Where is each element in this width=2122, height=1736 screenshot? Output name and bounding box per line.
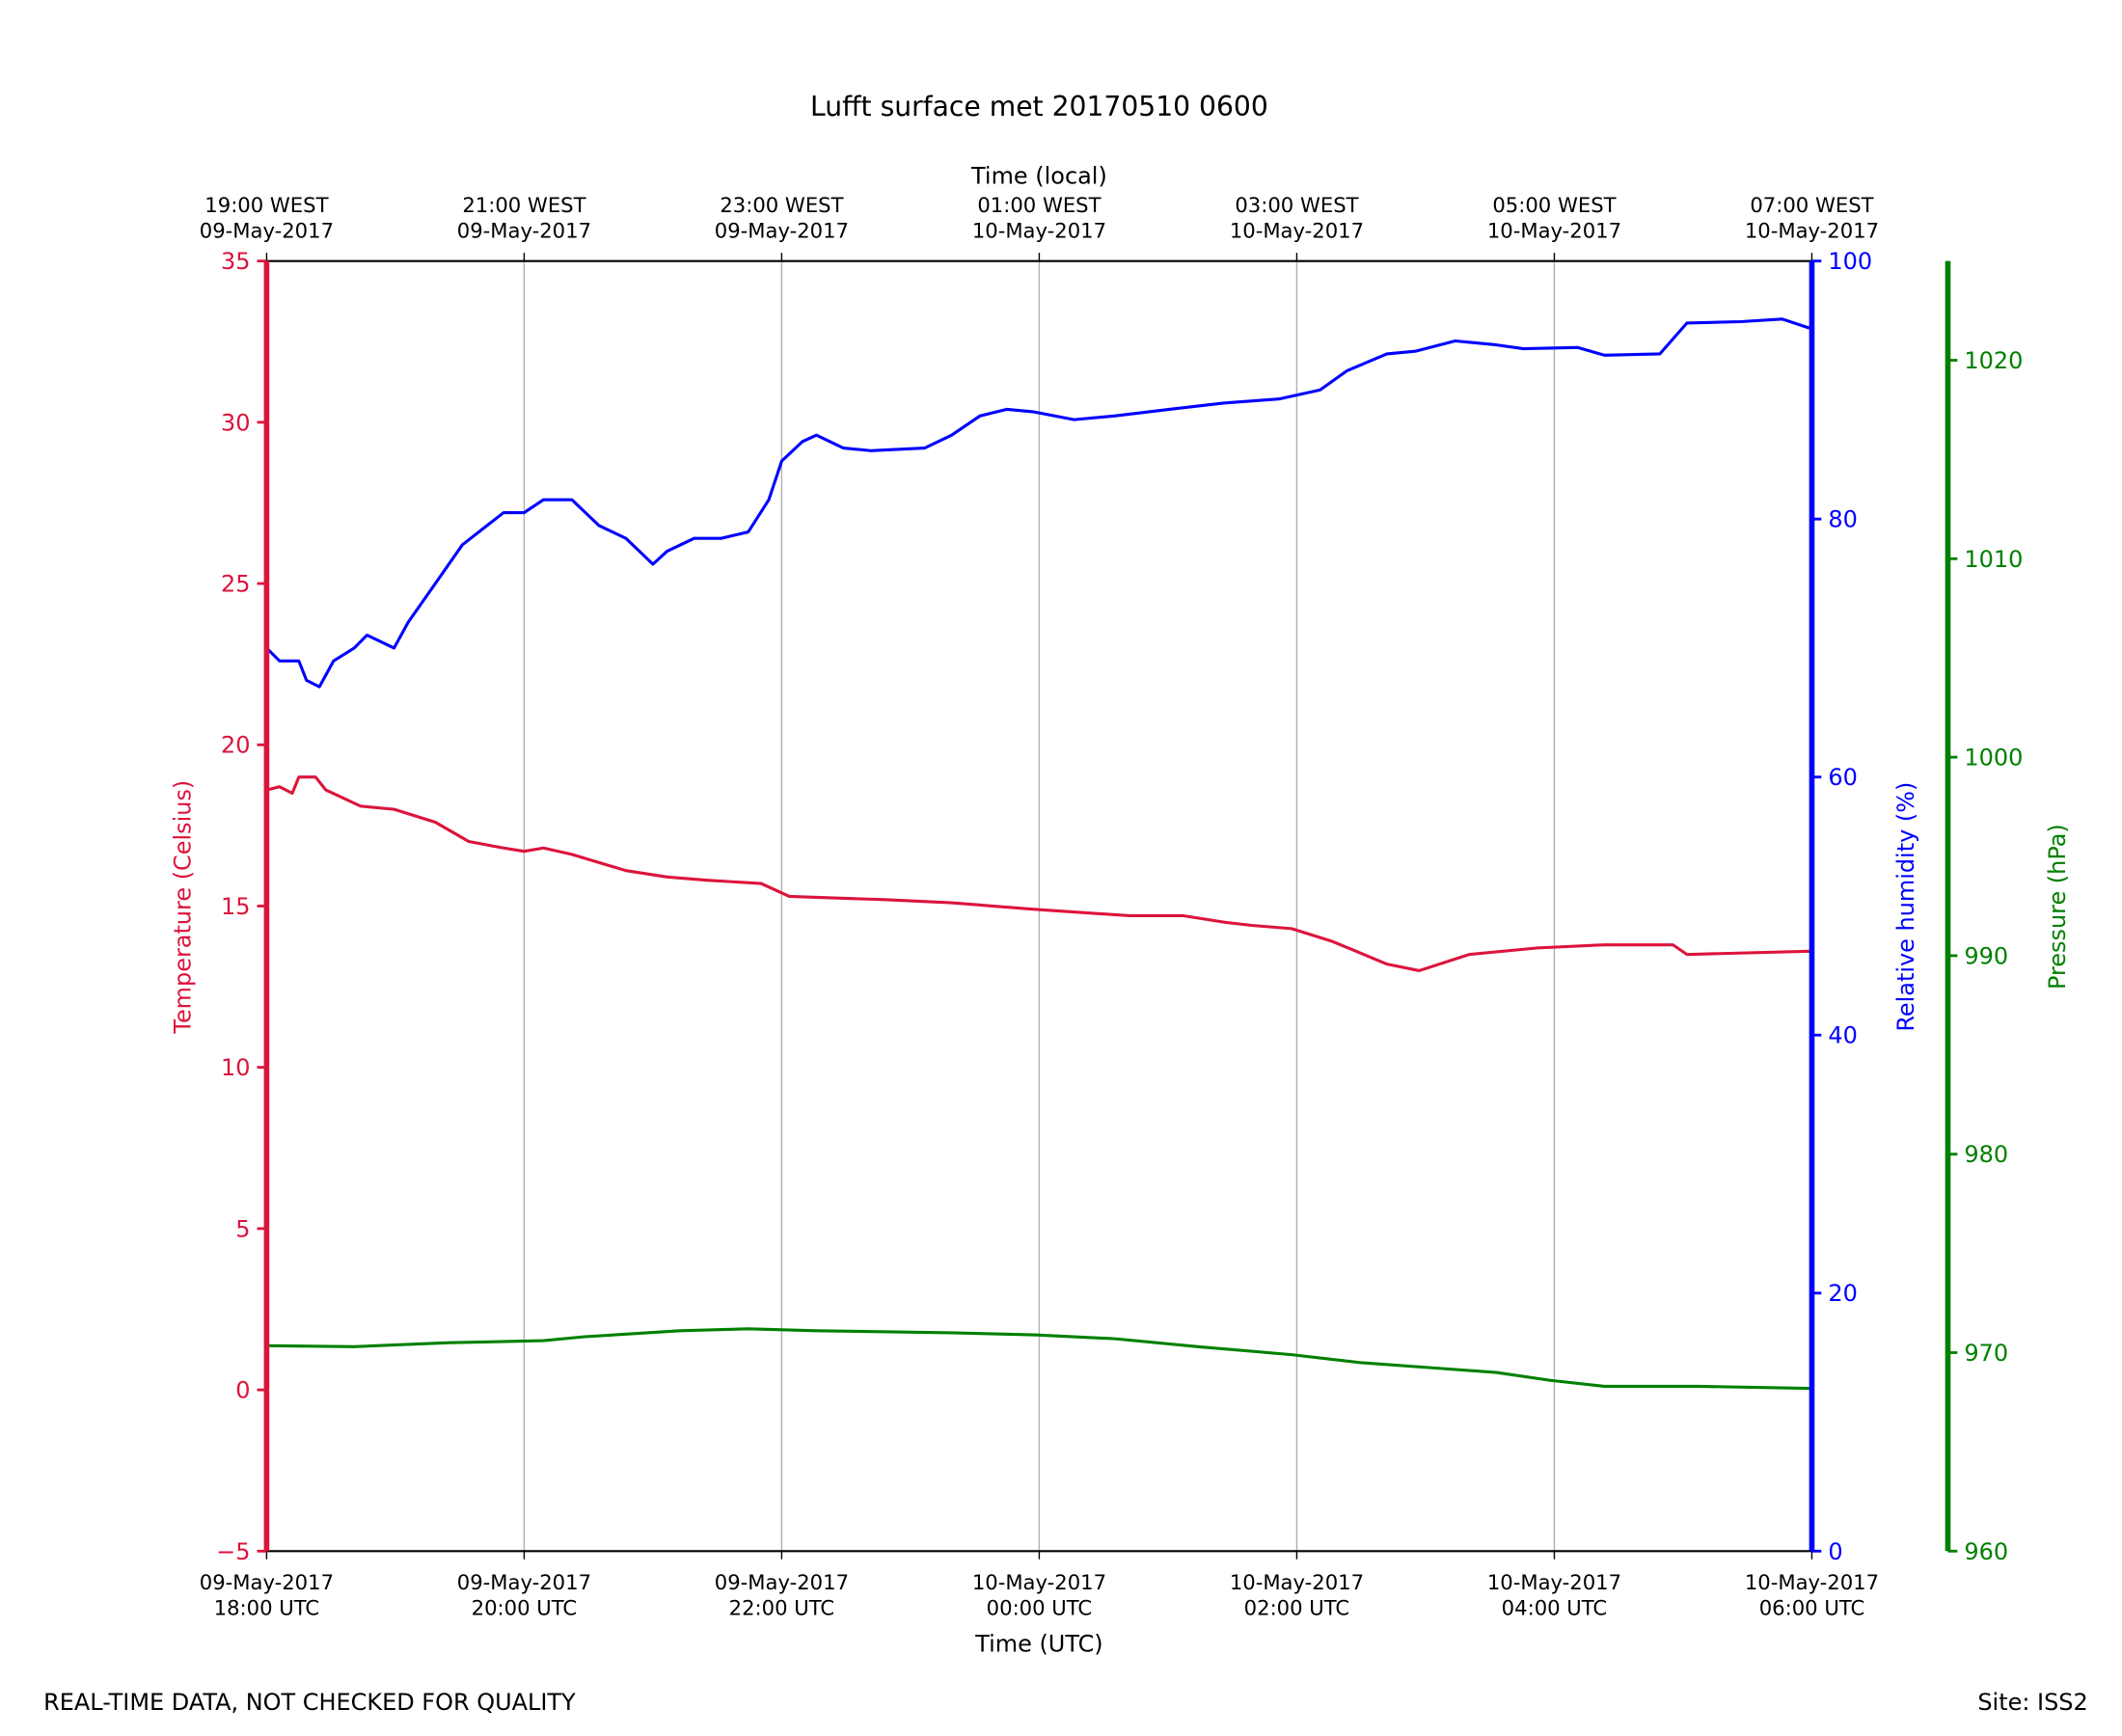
x-tick-label-bottom-date: 10-May-2017 [1230,1570,1364,1594]
x-tick-label-bottom-time: 22:00 UTC [729,1596,835,1620]
pressure-axis-tick-label: 1020 [1964,347,2023,374]
series-pressure [266,1327,1809,1391]
x-tick-label-bottom-time: 18:00 UTC [214,1596,320,1620]
pressure-axis-tick-label: 970 [1964,1340,2008,1367]
temperature-axis-tick-label: 20 [221,732,250,759]
x-tick-label-top-time: 23:00 WEST [720,193,843,217]
temperature-axis-tick-label: 35 [221,248,250,275]
x-tick-label-top-time: 01:00 WEST [977,193,1101,217]
x-tick-label-bottom-time: 04:00 UTC [1502,1596,1608,1620]
x-tick-label-bottom-date: 10-May-2017 [1487,1570,1621,1594]
chart-title: Lufft surface met 20170510 0600 [810,91,1268,122]
temperature-axis-tick-label: 25 [221,571,250,598]
series-layer [265,317,1810,1391]
x-tick-label-bottom-date: 09-May-2017 [200,1570,334,1594]
pressure-axis-tick-label: 960 [1964,1538,2008,1565]
site-label: Site: ISS2 [1977,1689,2087,1716]
humidity-axis-tick-label: 40 [1828,1022,1857,1049]
x-tick-label-bottom-date: 10-May-2017 [972,1570,1106,1594]
x-tick-label-top-time: 07:00 WEST [1750,193,1873,217]
temperature-axis-label: Temperature (Celsius) [169,780,196,1035]
pressure-axis-tick-label: 1010 [1964,546,2023,573]
x-axis-top-label: Time (local) [970,162,1107,189]
pressure-axis-label: Pressure (hPa) [2044,824,2071,990]
x-tick-label-top-date: 09-May-2017 [200,219,334,243]
x-tick-label-top-date: 09-May-2017 [715,219,849,243]
humidity-axis-tick-label: 60 [1828,764,1857,791]
x-tick-label-bottom-time: 00:00 UTC [987,1596,1093,1620]
pressure-axis-tick-label: 980 [1964,1141,2008,1168]
x-axis-bottom-label: Time (UTC) [974,1631,1102,1658]
x-tick-label-bottom-date: 09-May-2017 [715,1570,849,1594]
temperature-axis-tick-label: 10 [221,1054,250,1081]
temperature-axis-tick-label: 15 [221,893,250,920]
humidity-axis-label: Relative humidity (%) [1892,782,1919,1032]
x-tick-label-top-time: 05:00 WEST [1492,193,1616,217]
x-tick-label-top-date: 10-May-2017 [1487,219,1621,243]
humidity-axis-tick-label: 20 [1828,1280,1857,1307]
temperature-axis-tick-label: 0 [235,1377,250,1404]
x-tick-label-bottom-time: 06:00 UTC [1759,1596,1865,1620]
humidity-axis-tick-label: 0 [1828,1538,1842,1565]
humidity-axis-tick-label: 80 [1828,506,1857,533]
x-tick-label-top-date: 10-May-2017 [1745,219,1879,243]
temperature-axis-tick-label: −5 [216,1538,250,1565]
x-tick-label-top-date: 10-May-2017 [972,219,1106,243]
x-tick-label-bottom-time: 20:00 UTC [472,1596,578,1620]
pressure-axis-tick-label: 990 [1964,942,2008,969]
x-tick-label-top-date: 09-May-2017 [457,219,591,243]
x-tick-label-top-date: 10-May-2017 [1230,219,1364,243]
series-temperature [266,775,1809,972]
x-tick-label-bottom-date: 09-May-2017 [457,1570,591,1594]
x-tick-label-top-time: 19:00 WEST [204,193,328,217]
grid [523,260,1556,1552]
x-tick-label-top-time: 21:00 WEST [462,193,585,217]
quality-disclaimer: REAL-TIME DATA, NOT CHECKED FOR QUALITY [43,1689,576,1716]
pressure-axis-tick-label: 1000 [1964,745,2023,772]
series-relative-humidity [265,317,1810,689]
temperature-axis-tick-label: 30 [221,409,250,436]
humidity-axis-tick-label: 100 [1828,248,1872,275]
x-tick-label-top-time: 03:00 WEST [1235,193,1358,217]
temperature-axis-tick-label: 5 [235,1215,250,1242]
x-tick-label-bottom-date: 10-May-2017 [1745,1570,1879,1594]
x-tick-label-bottom-time: 02:00 UTC [1244,1596,1350,1620]
